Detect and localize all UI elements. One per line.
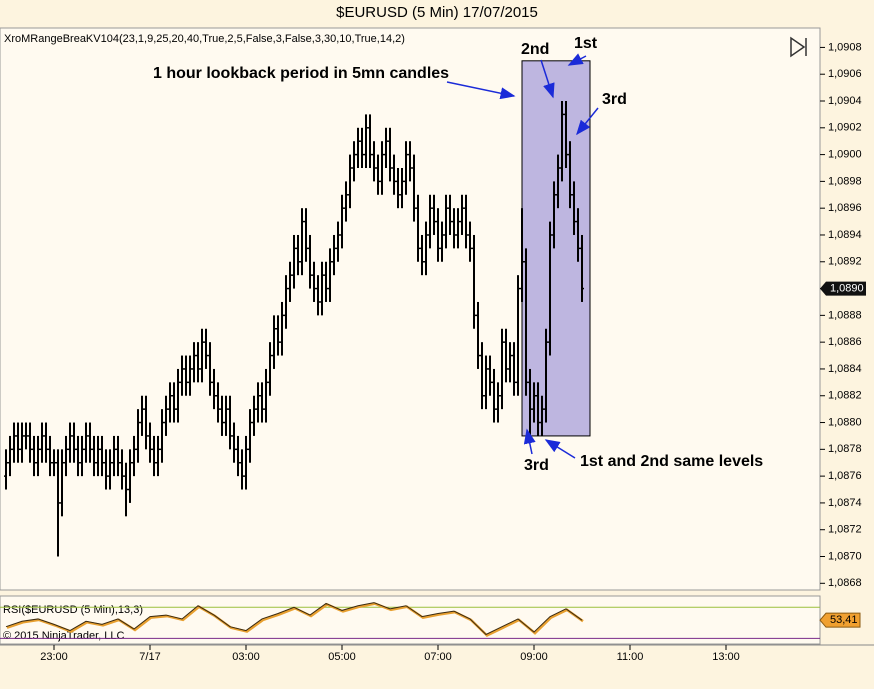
annotation: 1st [574,35,598,52]
price-panel [0,27,821,591]
last-price-label: 1,0890 [830,282,864,294]
y-tick-label: 1,0908 [828,41,862,53]
y-tick-label: 1,0884 [828,363,862,375]
y-tick-label: 1,0876 [828,470,862,482]
x-tick-label: 03:00 [232,651,260,663]
annotation: 3rd [602,91,627,108]
x-tick-label: 7/17 [139,651,160,663]
scroll-button[interactable] [790,36,807,58]
y-tick-label: 1,0880 [828,416,862,428]
y-tick-label: 1,0898 [828,175,862,187]
last-price-tag [820,281,866,296]
x-tick-label: 11:00 [617,651,644,663]
arrows [446,53,599,459]
x-tick-label: 23:00 [40,651,68,663]
annotation: 1st and 2nd same levels [580,453,763,470]
y-tick-label: 1,0888 [828,309,862,321]
y-tick-label: 1,0894 [828,229,862,241]
rsi-label: RSI($EURUSD (5 Min),13,3) [3,604,143,616]
chart-title: $EURUSD (5 Min) 17/07/2015 [336,4,538,21]
copyright: © 2015 NinjaTrader, LLC [3,630,124,642]
y-tick-label: 1,0874 [828,497,862,509]
y-tick-label: 1,0878 [828,443,862,455]
y-tick-label: 1,0882 [828,390,862,402]
x-tick-label: 09:00 [520,651,548,663]
annotation: 1 hour lookback period in 5mn candles [153,65,449,82]
rsi-panel [0,595,821,645]
annotation: 3rd [524,457,549,474]
rsi-tag-label: 53,41 [830,614,858,626]
y-tick-label: 1,0870 [828,550,862,562]
y-tick-label: 1,0900 [828,148,862,160]
annotation: 2nd [521,41,549,58]
rsi-line [5,602,583,636]
y-tick-label: 1,0868 [828,577,862,589]
x-tick-label: 07:00 [424,651,452,663]
indicator-label: XroMRangeBreaKV104(23,1,9,25,20,40,True,… [4,33,405,45]
y-tick-label: 1,0872 [828,524,862,536]
y-tick-label: 1,0892 [828,256,862,268]
y-tick-label: 1,0886 [828,336,862,348]
annotations: 1 hour lookback period in 5mn candles 2n… [153,35,763,474]
rsi-tag [819,612,861,628]
y-tick-label: 1,0896 [828,202,862,214]
x-tick-label: 05:00 [328,651,356,663]
y-tick-label: 1,0904 [828,95,862,107]
x-tick-label: 13:00 [712,651,740,663]
y-tick-label: 1,0906 [828,68,862,80]
y-tick-label: 1,0902 [828,122,862,134]
